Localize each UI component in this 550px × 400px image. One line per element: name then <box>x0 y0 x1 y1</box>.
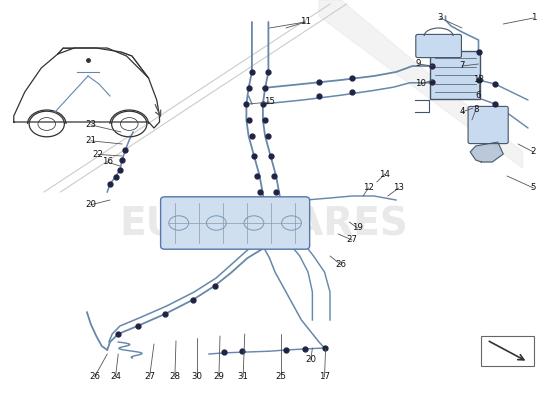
Text: 4: 4 <box>459 108 465 116</box>
Text: 24: 24 <box>110 372 121 381</box>
Text: 29: 29 <box>213 372 224 381</box>
Text: 9: 9 <box>415 60 421 68</box>
FancyBboxPatch shape <box>416 34 461 58</box>
Text: 15: 15 <box>264 98 275 106</box>
Text: 11: 11 <box>300 18 311 26</box>
Text: 3: 3 <box>437 14 443 22</box>
Text: 12: 12 <box>363 184 374 192</box>
Bar <box>481 336 534 366</box>
Text: 19: 19 <box>352 224 363 232</box>
Text: 27: 27 <box>346 236 358 244</box>
Text: 25: 25 <box>275 372 286 381</box>
FancyBboxPatch shape <box>161 197 310 249</box>
Text: 14: 14 <box>379 170 390 178</box>
FancyBboxPatch shape <box>468 106 508 144</box>
Text: 7: 7 <box>459 62 465 70</box>
Text: 18: 18 <box>473 76 484 84</box>
Text: 21: 21 <box>85 136 96 145</box>
Text: 22: 22 <box>92 150 103 159</box>
Text: 20: 20 <box>305 356 316 364</box>
Text: 6: 6 <box>476 92 481 100</box>
Text: 30: 30 <box>191 372 202 381</box>
Text: 8: 8 <box>473 106 478 114</box>
Text: 31: 31 <box>238 372 249 381</box>
Text: 16: 16 <box>102 158 113 166</box>
Text: 26: 26 <box>336 260 346 269</box>
Text: 17: 17 <box>319 372 330 381</box>
Polygon shape <box>470 142 503 162</box>
FancyBboxPatch shape <box>430 51 480 99</box>
Text: 28: 28 <box>169 372 180 381</box>
Text: 1: 1 <box>531 14 536 22</box>
Polygon shape <box>319 0 522 168</box>
Text: 13: 13 <box>393 184 404 192</box>
Text: EUROSPARES: EUROSPARES <box>119 205 409 243</box>
Text: 27: 27 <box>144 372 155 381</box>
Text: 20: 20 <box>85 200 96 209</box>
Text: 2: 2 <box>531 148 536 156</box>
Text: 10: 10 <box>415 80 426 88</box>
Text: 5: 5 <box>531 184 536 192</box>
Text: 26: 26 <box>89 372 100 381</box>
Text: 23: 23 <box>85 120 96 129</box>
